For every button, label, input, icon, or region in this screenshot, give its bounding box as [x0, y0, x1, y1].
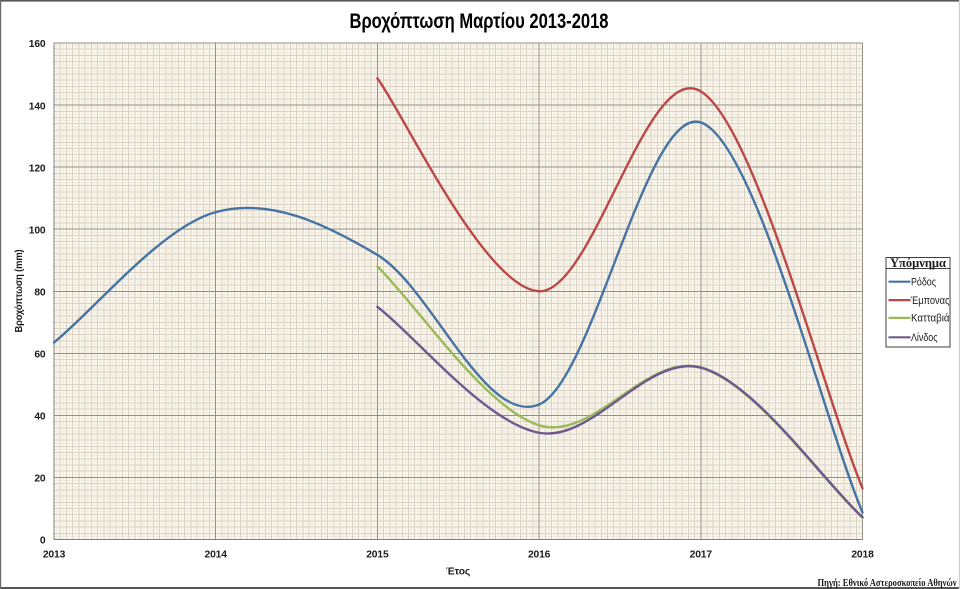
- svg-text:140: 140: [29, 101, 46, 112]
- svg-text:2016: 2016: [528, 550, 551, 561]
- svg-text:Υπόμνημα: Υπόμνημα: [890, 256, 946, 270]
- svg-text:2015: 2015: [366, 550, 389, 561]
- svg-text:0: 0: [40, 536, 46, 547]
- svg-text:2018: 2018: [851, 550, 874, 561]
- svg-text:60: 60: [34, 350, 46, 361]
- svg-text:2014: 2014: [205, 550, 228, 561]
- svg-text:2017: 2017: [690, 550, 713, 561]
- svg-text:Έμπονας: Έμπονας: [910, 295, 949, 307]
- svg-text:Κατταβιά: Κατταβιά: [911, 313, 950, 325]
- svg-text:Έτος: Έτος: [446, 567, 470, 578]
- svg-text:Βροχόπτωση Μαρτίου 2013-2018: Βροχόπτωση Μαρτίου 2013-2018: [350, 10, 609, 33]
- svg-text:20: 20: [34, 474, 46, 485]
- svg-text:Ρόδος: Ρόδος: [911, 277, 936, 289]
- svg-text:80: 80: [34, 287, 46, 298]
- svg-text:Λίνδος: Λίνδος: [911, 332, 938, 344]
- svg-text:100: 100: [29, 225, 46, 236]
- svg-text:Πηγή: Εθνικό Αστεροσκοπείο Αθη: Πηγή: Εθνικό Αστεροσκοπείο Αθηνών: [818, 577, 957, 589]
- svg-text:40: 40: [34, 412, 46, 423]
- svg-text:160: 160: [29, 39, 46, 50]
- svg-text:2013: 2013: [43, 550, 66, 561]
- svg-text:Βροχόπτωση (mm): Βροχόπτωση (mm): [14, 250, 25, 333]
- svg-text:120: 120: [29, 163, 46, 174]
